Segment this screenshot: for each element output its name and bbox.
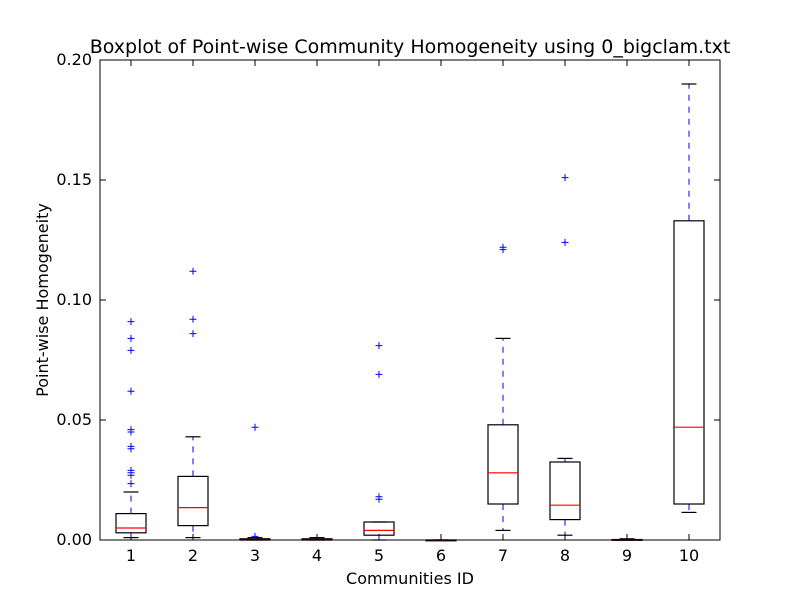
outlier-point	[499, 243, 507, 251]
plot-area: 0.00 0.05 0.10 0.15 0.20 1 2 3 4 5 6 7 8 9 10	[56, 50, 720, 565]
box-5	[363, 521, 395, 536]
box-2	[177, 475, 209, 527]
outlier-point	[561, 174, 569, 182]
x-tick-label: 10	[679, 546, 699, 565]
outlier-point	[189, 330, 197, 338]
x-tick-label: 9	[622, 546, 632, 565]
y-tick-label: 0.00	[56, 530, 92, 549]
outlier-point	[127, 334, 135, 342]
x-tick-label: 4	[312, 546, 322, 565]
x-tick-label: 7	[498, 546, 508, 565]
outlier-point	[127, 466, 135, 474]
box-8	[549, 461, 581, 521]
x-tick-label: 8	[560, 546, 570, 565]
outlier-point	[189, 315, 197, 323]
y-tick-label: 0.05	[56, 410, 92, 429]
outlier-point	[127, 346, 135, 354]
outlier-point	[375, 342, 383, 350]
x-tick-label: 1	[126, 546, 136, 565]
x-axis-label: Communities ID	[346, 569, 474, 588]
outlier-point	[251, 532, 259, 540]
outlier-point	[127, 318, 135, 326]
y-tick-label: 0.15	[56, 170, 92, 189]
outlier-point	[561, 238, 569, 246]
outlier-point	[375, 493, 383, 501]
box-10	[673, 220, 705, 505]
y-tick-label: 0.10	[56, 290, 92, 309]
outlier-point	[375, 370, 383, 378]
box-7	[487, 424, 519, 505]
x-tick-label: 2	[188, 546, 198, 565]
outlier-point	[127, 480, 135, 488]
outlier-point	[127, 426, 135, 434]
outlier-point	[189, 267, 197, 275]
chart-title: Boxplot of Point-wise Community Homogene…	[90, 36, 731, 58]
y-axis-label: Point-wise Homogeneity	[33, 203, 52, 397]
box-1	[115, 512, 147, 534]
y-tick-label: 0.20	[56, 50, 92, 69]
outlier-point	[127, 387, 135, 395]
x-tick-label: 3	[250, 546, 260, 565]
x-tick-label: 5	[374, 546, 384, 565]
outlier-point	[251, 423, 259, 431]
outlier-point	[127, 442, 135, 450]
x-tick-label: 6	[436, 546, 446, 565]
plot-frame	[99, 59, 721, 541]
